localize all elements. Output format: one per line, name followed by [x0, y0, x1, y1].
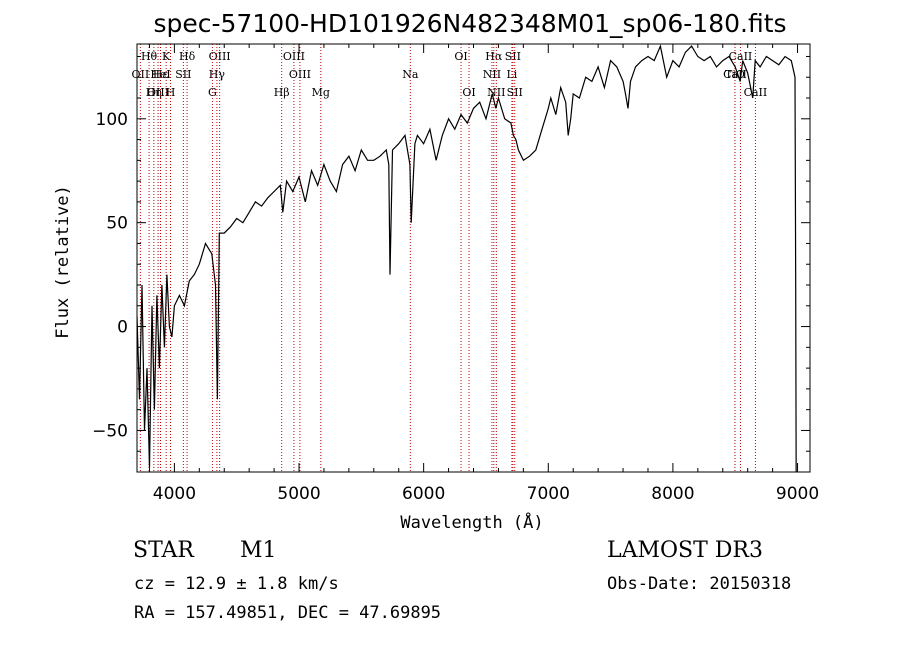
line-marker-label: OI — [462, 86, 475, 99]
spectrum-series — [137, 44, 797, 472]
line-marker-label: CaII — [723, 68, 747, 81]
line-marker-label: G — [208, 86, 217, 99]
y-tick-label: 0 — [117, 318, 128, 338]
object-subclass: M1 — [240, 538, 277, 563]
ra-dec-coordinates: RA = 157.49851, DEC = 47.69895 — [134, 603, 442, 623]
redshift-cz: cz = 12.9 ± 1.8 km/s — [134, 574, 339, 594]
line-marker-label: Hη — [146, 86, 162, 99]
line-marker-label: Hγ — [209, 68, 226, 81]
x-axis-label: Wavelength (Å) — [400, 511, 543, 533]
line-marker-label: OIII — [147, 86, 169, 99]
chart-title: spec-57100-HD101926N482348M01_sp06-180.f… — [153, 9, 786, 38]
line-marker-label: HeI — [150, 68, 170, 81]
line-marker-label: K — [162, 50, 171, 63]
line-marker-label: OIII — [289, 68, 311, 81]
line-marker-label: Hθ — [141, 50, 158, 63]
line-marker-label: Hβ — [274, 86, 290, 99]
line-marker-label: NII — [487, 86, 505, 99]
line-marker-label: SII — [507, 86, 523, 99]
line-marker-label: Hα — [485, 50, 503, 63]
x-tick-label: 4000 — [153, 484, 196, 504]
line-marker-label: CaII — [744, 86, 768, 99]
line-marker-label: OI — [454, 50, 467, 63]
line-marker-label: OIII — [209, 50, 231, 63]
line-marker-label: OIII — [283, 50, 305, 63]
line-marker-label: SII — [175, 68, 191, 81]
y-axis-label: Flux (relative) — [53, 185, 73, 339]
y-tick-label: −50 — [92, 421, 128, 441]
y-tick-label: 50 — [106, 214, 128, 234]
x-tick-label: 6000 — [402, 484, 445, 504]
line-marker-label: Li — [506, 68, 517, 81]
x-tick-label: 7000 — [527, 484, 570, 504]
x-tick-label: 5000 — [277, 484, 320, 504]
survey-name: LAMOST DR3 — [607, 538, 763, 563]
line-marker-label: Mg — [312, 86, 330, 99]
line-marker-label: OII — [132, 68, 150, 81]
x-tick-label: 8000 — [651, 484, 694, 504]
object-type: STAR — [133, 538, 194, 563]
line-marker-label: SII — [505, 50, 521, 63]
line-marker-label: H — [166, 86, 176, 99]
observation-date: Obs-Date: 20150318 — [607, 574, 792, 594]
line-marker-label: Hδ — [179, 50, 196, 63]
x-tick-label: 9000 — [776, 484, 819, 504]
line-marker-label: NII — [483, 68, 501, 81]
y-tick-label: 100 — [96, 110, 128, 130]
line-marker-label: Na — [402, 68, 419, 81]
